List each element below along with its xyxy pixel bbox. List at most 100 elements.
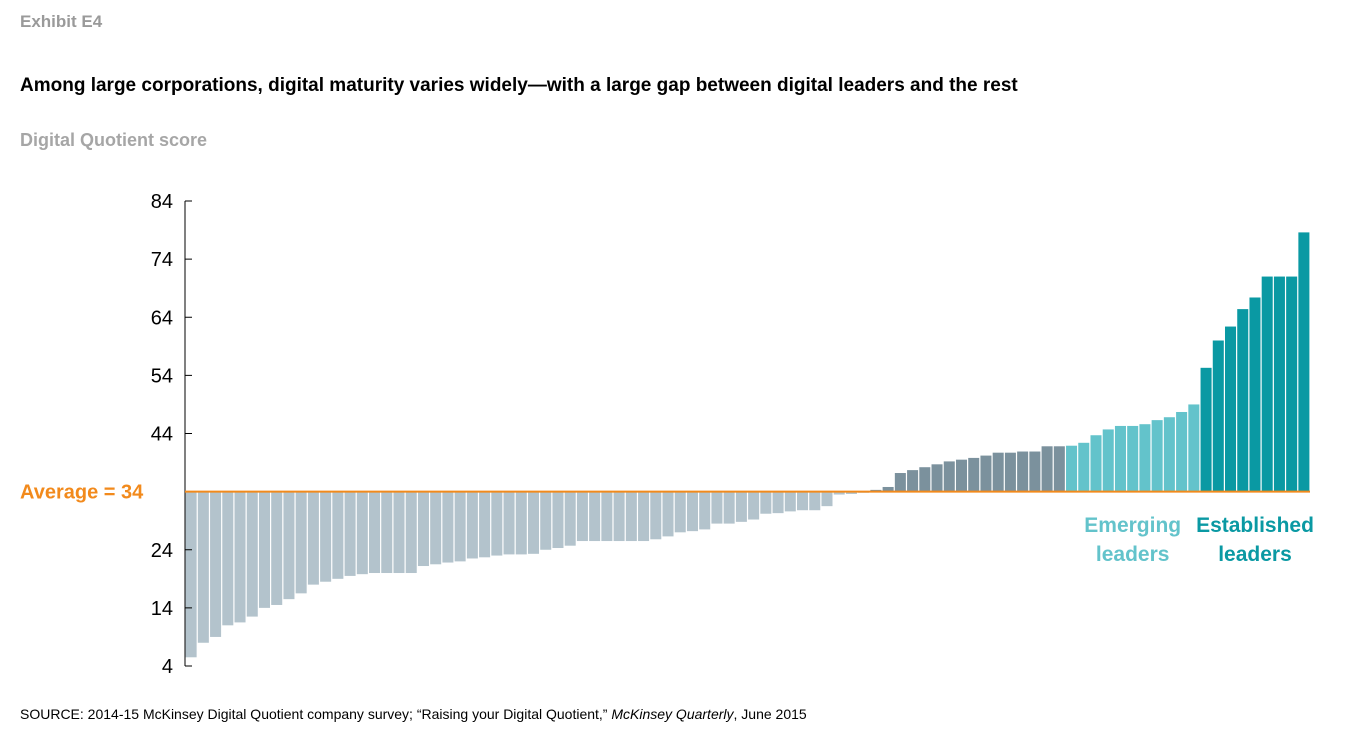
bar xyxy=(552,491,564,549)
bar xyxy=(1053,446,1065,492)
bar xyxy=(466,491,478,559)
bar xyxy=(1090,435,1102,492)
bar xyxy=(845,491,857,494)
bar xyxy=(894,473,906,492)
bar xyxy=(650,491,662,540)
bar xyxy=(1298,232,1310,492)
bar xyxy=(564,491,576,546)
bar xyxy=(1017,451,1029,492)
group-label-line: Emerging xyxy=(1084,514,1181,537)
bar xyxy=(246,491,258,617)
group-label-line: leaders xyxy=(1096,543,1170,566)
bar xyxy=(1163,417,1175,492)
bar xyxy=(723,491,735,524)
bar xyxy=(515,491,527,555)
bar xyxy=(699,491,711,530)
bar xyxy=(1249,297,1261,492)
bar xyxy=(955,459,968,492)
bar xyxy=(1139,424,1151,492)
bar xyxy=(613,491,625,542)
bar xyxy=(625,491,637,542)
y-tick-label: 44 xyxy=(151,424,173,446)
bar xyxy=(907,470,919,492)
bar xyxy=(809,491,821,511)
source-note: SOURCE: 2014-15 McKinsey Digital Quotien… xyxy=(20,706,807,722)
bar xyxy=(1237,309,1249,492)
bar xyxy=(1273,276,1285,492)
group-label: Established leaders xyxy=(1196,514,1314,566)
bar xyxy=(1212,340,1224,492)
bar xyxy=(735,491,747,522)
group-label: Emerging leaders xyxy=(1084,514,1181,566)
average-group: Average = 34 xyxy=(20,482,1310,504)
bar xyxy=(527,491,540,554)
bar xyxy=(968,457,980,492)
bar xyxy=(919,467,931,492)
bar xyxy=(393,491,405,574)
bar xyxy=(197,491,209,643)
bar xyxy=(1102,429,1114,492)
source-prefix: SOURCE: 2014-15 McKinsey Digital Quotien… xyxy=(20,706,612,722)
bar xyxy=(332,491,344,579)
bar xyxy=(1004,452,1016,492)
group-label-line: Established xyxy=(1196,514,1314,537)
bar xyxy=(222,491,234,626)
bar xyxy=(320,491,332,582)
bar xyxy=(1041,446,1053,492)
chart-subtitle: Digital Quotient score xyxy=(20,130,208,150)
bar xyxy=(589,491,601,542)
chart-title: Among large corporations, digital maturi… xyxy=(20,75,1018,96)
bar xyxy=(1188,404,1200,492)
bar xyxy=(454,491,466,562)
bar xyxy=(797,491,809,511)
exhibit-label: Exhibit E4 xyxy=(20,12,103,31)
bar xyxy=(479,491,491,558)
bar xyxy=(772,491,784,514)
bar xyxy=(748,491,760,520)
bar xyxy=(307,491,319,585)
bar xyxy=(369,491,381,574)
bar xyxy=(882,486,894,492)
bar xyxy=(185,491,197,658)
bar xyxy=(638,491,650,542)
bar xyxy=(430,491,442,565)
bar xyxy=(295,491,307,594)
y-tick-label: 74 xyxy=(151,249,173,271)
bar xyxy=(283,491,295,600)
bar xyxy=(1286,276,1298,492)
bar xyxy=(992,452,1004,492)
bar xyxy=(356,491,368,575)
bar xyxy=(258,491,270,608)
bar xyxy=(417,491,429,567)
bar xyxy=(980,455,992,492)
bar xyxy=(784,491,796,512)
bar xyxy=(686,491,698,532)
bar xyxy=(1029,451,1041,492)
bar xyxy=(442,491,454,563)
bar xyxy=(821,491,833,507)
bar xyxy=(1127,425,1139,492)
bar xyxy=(943,461,955,492)
bar xyxy=(1200,367,1212,492)
bar xyxy=(674,491,686,533)
bar xyxy=(601,491,613,542)
bar xyxy=(1078,442,1090,492)
y-tick-label: 14 xyxy=(151,598,173,620)
bar xyxy=(1066,445,1078,492)
group-labels: Emerging leaders Established leaders xyxy=(1084,514,1314,566)
y-tick-label: 84 xyxy=(151,191,173,213)
bar xyxy=(381,491,393,574)
bar xyxy=(405,491,417,574)
bar xyxy=(540,491,552,550)
average-label: Average = 34 xyxy=(20,482,144,504)
bar xyxy=(210,491,222,637)
bar xyxy=(1151,420,1163,492)
bar xyxy=(662,491,674,537)
bar xyxy=(1261,276,1273,492)
bar xyxy=(234,491,246,623)
source-suffix: , June 2015 xyxy=(733,706,807,722)
y-tick-label: 54 xyxy=(151,365,173,387)
bar xyxy=(1225,326,1237,492)
bar xyxy=(760,491,772,514)
bar xyxy=(576,491,588,542)
